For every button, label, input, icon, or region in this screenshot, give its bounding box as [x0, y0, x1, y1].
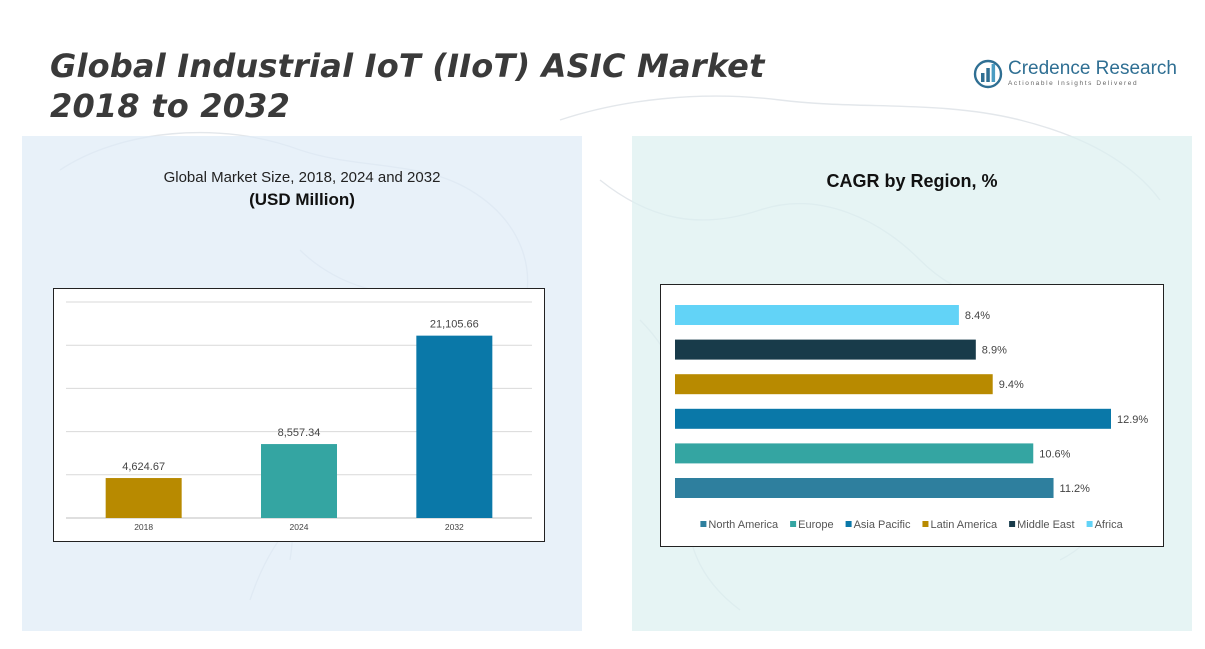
title-line-1: Global Industrial IoT (IIoT) ASIC Market: [50, 47, 765, 85]
data-label-north-america: 11.2%: [1060, 483, 1091, 495]
data-label-middle-east: 8.9%: [982, 345, 1007, 357]
market-size-bar-chart: 4,624.67 2018 8,557.34 2024 21,105.66 2032: [66, 301, 532, 532]
bar-2018: [105, 478, 182, 518]
bar-latin-america: [675, 374, 993, 395]
bar-africa: [675, 305, 959, 325]
market-size-chart: 4,624.67 2018 8,557.34 2024 21,105.66 2032: [53, 288, 545, 542]
market-size-chart-title: Global Market Size, 2018, 2024 and 2032: [163, 169, 441, 186]
data-label-asia-pacific: 12.9%: [1117, 414, 1148, 426]
bar-middle-east: [675, 339, 976, 360]
data-label-africa: 8.4%: [965, 310, 990, 322]
legend-swatch-africa: [1086, 521, 1093, 527]
bar-chart-globe-icon: [973, 59, 1003, 89]
legend-swatch-north-america: [700, 521, 707, 527]
title-line-2: 2018 to 2032: [50, 87, 291, 125]
legend-label-latin-america: Latin America: [930, 519, 998, 531]
bar-2024: [261, 444, 337, 518]
legend-swatch-europe: [790, 521, 797, 527]
data-label-2024: 8,557.34: [278, 427, 321, 439]
bar-2032: [416, 335, 493, 518]
credence-research-logo: Credence Research Actionable Insights De…: [972, 58, 1177, 92]
cagr-horizontal-bar-chart: 8.4% 8.9% 9.4% 12.9% 10.6% 11.2% North America…: [675, 305, 1148, 531]
data-label-europe: 10.6%: [1039, 448, 1070, 460]
data-label-2032: 21,105.66: [430, 319, 479, 331]
tick-label-2024: 2024: [290, 522, 309, 532]
tick-label-2018: 2018: [134, 522, 153, 532]
legend-label-asia-pacific: Asia Pacific: [854, 519, 911, 531]
logo-name: Credence Research: [1008, 58, 1177, 79]
bar-north-america: [675, 478, 1054, 498]
legend-swatch-latin-america: [922, 521, 929, 527]
data-label-2018: 4,624.67: [122, 461, 165, 473]
cagr-chart-title: CAGR by Region, %: [826, 171, 998, 191]
bar-europe: [675, 443, 1034, 464]
legend-swatch-asia-pacific: [845, 521, 852, 527]
market-size-chart-subtitle: (USD Million): [249, 190, 355, 209]
legend: North America Europe Asia Pacific Latin Ame…: [700, 519, 1124, 531]
cagr-chart: 8.4% 8.9% 9.4% 12.9% 10.6% 11.2% North America…: [660, 284, 1164, 547]
legend-label-africa: Africa: [1095, 519, 1124, 531]
data-label-latin-america: 9.4%: [999, 379, 1024, 391]
bar-asia-pacific: [675, 408, 1111, 429]
legend-label-europe: Europe: [798, 519, 833, 531]
logo-tagline: Actionable Insights Delivered: [1008, 80, 1139, 87]
page-title: Global Industrial IoT (IIoT) ASIC Market…: [50, 46, 765, 126]
legend-label-middle-east: Middle East: [1017, 519, 1074, 531]
tick-label-2032: 2032: [445, 522, 464, 532]
legend-swatch-middle-east: [1009, 521, 1016, 527]
legend-label-north-america: North America: [708, 519, 779, 531]
